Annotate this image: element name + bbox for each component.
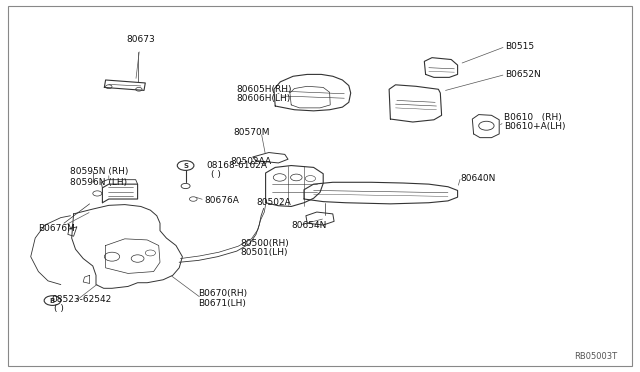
Text: 80502AA: 80502AA bbox=[230, 157, 271, 166]
Text: ( ): ( ) bbox=[54, 304, 64, 313]
Text: 80595N (RH): 80595N (RH) bbox=[70, 167, 129, 176]
Text: RB05003T: RB05003T bbox=[575, 352, 618, 361]
Text: B0610   (RH): B0610 (RH) bbox=[504, 113, 562, 122]
Text: S: S bbox=[183, 163, 188, 169]
Text: ( ): ( ) bbox=[211, 170, 221, 179]
Text: 08523-62542: 08523-62542 bbox=[51, 295, 111, 304]
Text: 80570M: 80570M bbox=[234, 128, 270, 137]
Text: 80676A: 80676A bbox=[205, 196, 239, 205]
Text: B0676M: B0676M bbox=[38, 224, 76, 233]
Text: 80673: 80673 bbox=[127, 35, 155, 44]
Text: 80606H(LH): 80606H(LH) bbox=[237, 94, 291, 103]
Text: B0670(RH): B0670(RH) bbox=[198, 289, 248, 298]
Text: 80502A: 80502A bbox=[256, 198, 291, 207]
Text: B0515: B0515 bbox=[506, 42, 535, 51]
Text: 80596N (LH): 80596N (LH) bbox=[70, 178, 127, 187]
Text: 80605H(RH): 80605H(RH) bbox=[237, 85, 292, 94]
Text: 80654N: 80654N bbox=[291, 221, 326, 230]
Text: B0671(LH): B0671(LH) bbox=[198, 299, 246, 308]
Text: 08168-6162A: 08168-6162A bbox=[207, 161, 268, 170]
Text: 80500(RH): 80500(RH) bbox=[240, 239, 289, 248]
Text: B0652N: B0652N bbox=[506, 70, 541, 79]
Text: 80501(LH): 80501(LH) bbox=[240, 248, 287, 257]
Text: B0610+A(LH): B0610+A(LH) bbox=[504, 122, 566, 131]
Text: B: B bbox=[50, 298, 55, 304]
Text: 80640N: 80640N bbox=[461, 174, 496, 183]
